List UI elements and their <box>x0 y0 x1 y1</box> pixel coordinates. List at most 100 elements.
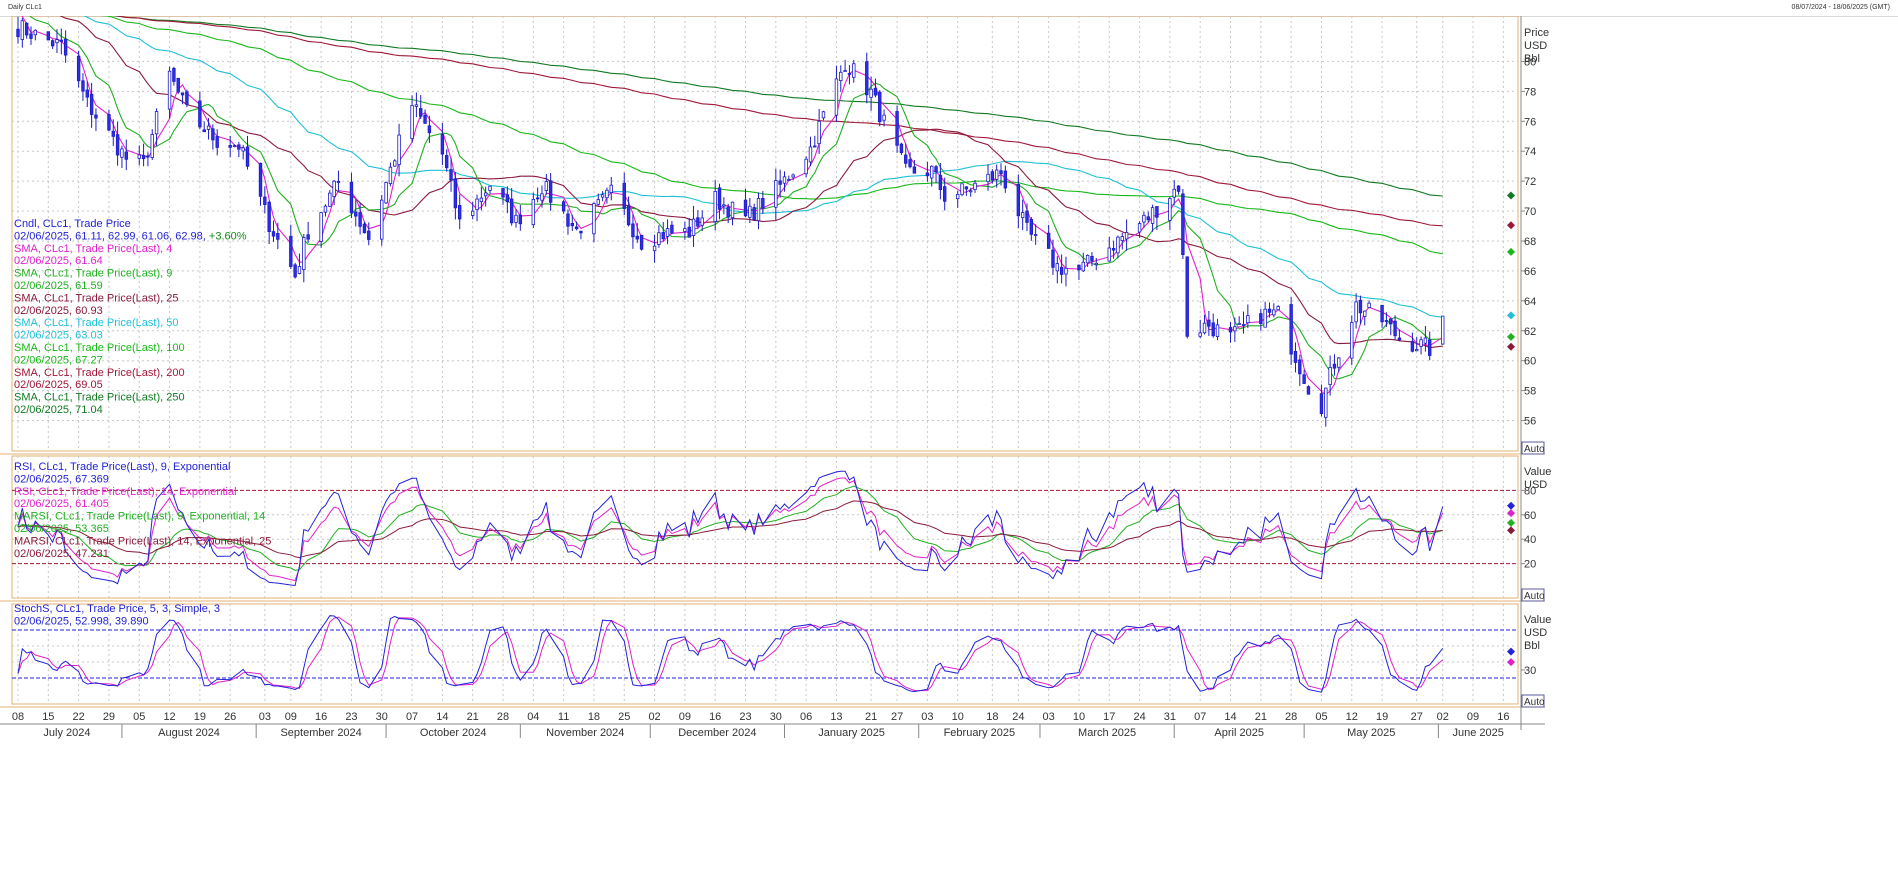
x-day-label: 12 <box>1346 711 1358 723</box>
candle-body <box>319 212 323 242</box>
auto-scale-button[interactable] <box>1521 441 1545 455</box>
x-day-label: 31 <box>1164 711 1176 723</box>
sma-9-line <box>29 16 1443 380</box>
candle-body <box>579 230 583 234</box>
legend-entry: 02/06/2025, 52.998, 39.890 <box>14 615 149 627</box>
candle-body <box>990 171 995 181</box>
candle-body <box>241 147 245 152</box>
pane-frame <box>11 603 1519 705</box>
candle-body <box>1046 232 1051 249</box>
x-month-label: February 2025 <box>944 727 1016 739</box>
candle-body <box>1332 363 1337 369</box>
last-value-marker <box>1507 526 1515 535</box>
candle-body <box>1064 267 1068 275</box>
candle-body <box>994 169 999 180</box>
chart-area[interactable]: PriceUSDBblValueUSDValueUSDBbl5658606264… <box>0 16 1898 889</box>
candle-body <box>813 145 817 148</box>
x-day-label: 22 <box>73 711 85 723</box>
candle-body <box>566 213 570 227</box>
last-value-marker <box>1507 509 1515 518</box>
candle-body <box>622 182 626 209</box>
last-value-marker <box>1507 518 1515 527</box>
candle-body <box>1033 234 1038 236</box>
candle-body <box>501 188 505 198</box>
x-day-label: 29 <box>103 711 115 723</box>
last-value-marker <box>1507 501 1515 510</box>
legend-entry: SMA, CLc1, Trade Price(Last), 100 <box>14 342 185 354</box>
candle-body <box>141 154 146 160</box>
candle-body <box>1410 341 1415 352</box>
auto-scale-button[interactable] <box>1521 694 1545 708</box>
y-tick-label: 40 <box>1524 534 1536 546</box>
candle-body <box>635 235 639 240</box>
x-month-label: November 2024 <box>546 727 624 739</box>
candle-body <box>76 55 81 82</box>
y-tick-label: 76 <box>1524 116 1536 128</box>
candle-body <box>1380 304 1384 323</box>
legend-entry: RSI, CLc1, Trade Price(Last), 14, Expone… <box>14 486 237 498</box>
candle-body <box>94 114 98 119</box>
auto-scale-button[interactable] <box>1521 588 1545 602</box>
candle-body <box>869 88 873 98</box>
sma-200-line <box>115 16 1443 227</box>
candle-body <box>1085 254 1090 264</box>
candle-body <box>1077 264 1081 271</box>
candle-body <box>865 61 869 96</box>
y-tick-label: 60 <box>1524 510 1536 522</box>
candle-body <box>722 204 726 207</box>
legend-entry: 02/06/2025, 61.64 <box>14 255 103 267</box>
candle-body <box>1228 327 1233 333</box>
candle-body <box>505 194 510 203</box>
candle-body <box>1389 318 1393 325</box>
y-tick-label: 78 <box>1524 86 1536 98</box>
candle-body <box>774 180 778 208</box>
stochastic-lines <box>17 615 1444 693</box>
candle-body <box>1428 339 1432 356</box>
candle-body <box>206 125 211 130</box>
candle-body <box>115 134 120 156</box>
candle-body <box>267 201 271 233</box>
candle-body <box>1441 315 1445 345</box>
candle-body <box>843 70 847 72</box>
candle-body <box>176 77 180 93</box>
x-day-label: 21 <box>1255 711 1267 723</box>
x-month-label: April 2025 <box>1214 727 1264 739</box>
candle-body <box>968 190 973 193</box>
candle-body <box>1276 306 1280 311</box>
candle-body <box>336 181 341 183</box>
legend-entry: Cndl, CLc1, Trade Price <box>14 218 131 230</box>
candle-body <box>1185 256 1189 337</box>
candle-body <box>986 173 990 183</box>
pane-frame <box>11 455 1519 599</box>
candle-body <box>479 197 484 203</box>
legend-entry: 02/06/2025, 61.11, 62.99, 61.06, 62.98, … <box>14 230 247 242</box>
auto-scale-label: Auto <box>1524 444 1545 455</box>
candle-body <box>600 194 605 198</box>
candle-body <box>29 33 33 39</box>
candle-body <box>657 232 661 245</box>
x-day-label: 03 <box>259 711 271 723</box>
y-tick-label: 66 <box>1524 266 1536 278</box>
candle-body <box>228 145 232 148</box>
candle-body <box>787 179 791 181</box>
legend-entry: MARSI, CLc1, Trade Price(Last), 9, Expon… <box>14 511 265 523</box>
candle-body <box>782 176 787 184</box>
legend-entry: SMA, CLc1, Trade Price(Last), 4 <box>14 243 172 255</box>
candle-body <box>1003 170 1008 189</box>
stoch-k-line <box>17 615 1444 693</box>
candle-body <box>930 165 934 179</box>
x-day-label: 17 <box>1103 711 1115 723</box>
candle-body <box>518 214 523 225</box>
candle-body <box>1124 232 1129 240</box>
candle-body <box>146 155 150 158</box>
x-day-label: 14 <box>1224 711 1236 723</box>
candle-body <box>302 237 306 270</box>
candle-body <box>1055 263 1060 272</box>
candle-body <box>540 193 544 201</box>
candle-body <box>1358 299 1363 314</box>
x-day-label: 09 <box>679 711 691 723</box>
legend-entry: 02/06/2025, 61.59 <box>14 280 103 292</box>
x-month-label: August 2024 <box>158 727 220 739</box>
candle-body <box>908 159 912 168</box>
candle-body <box>384 182 388 204</box>
